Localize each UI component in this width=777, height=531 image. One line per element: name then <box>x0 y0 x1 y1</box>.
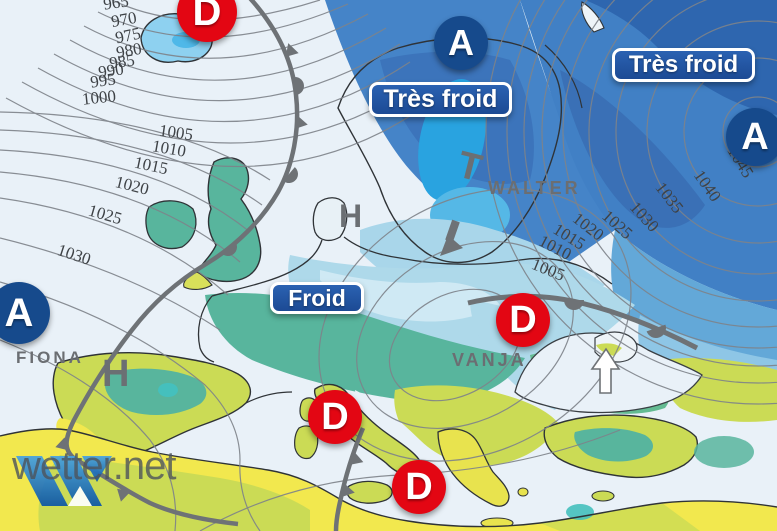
wetter-net-logo[interactable]: wetter.net <box>12 444 176 506</box>
warm-air-arrow-icon <box>590 347 621 394</box>
cold-air-arrow-icon <box>440 219 463 256</box>
high-pressure-marker-scandinavia: A <box>434 16 488 70</box>
front-lines-group <box>55 0 699 531</box>
wetter-net-logo-text: wetter.net <box>12 444 176 488</box>
high-pressure-marker-russia: A <box>726 108 777 166</box>
low-pressure-marker-italy: D <box>308 390 362 444</box>
high-center-symbol-denmark: H <box>339 198 363 234</box>
air-mass-label-froid: Froid <box>270 282 364 314</box>
storm-name-vanja: VANJA <box>452 350 527 370</box>
high-pressure-marker-fiona: A <box>0 282 50 344</box>
low-pressure-marker-ionian: D <box>392 460 446 514</box>
high-center-symbol-iberia: H <box>102 353 130 395</box>
storm-name-walter: WALTER <box>488 178 581 198</box>
wetter-net-logo-mark <box>16 456 112 506</box>
low-pressure-marker-vanja: D <box>496 293 550 347</box>
isobar-label: 1000 <box>81 86 117 109</box>
storm-name-fiona: FIONA <box>16 348 84 367</box>
air-mass-label-tres-froid-east: Très froid <box>612 48 755 82</box>
wind-arrows-group <box>440 219 621 394</box>
air-mass-label-tres-froid-north: Très froid <box>369 82 512 117</box>
